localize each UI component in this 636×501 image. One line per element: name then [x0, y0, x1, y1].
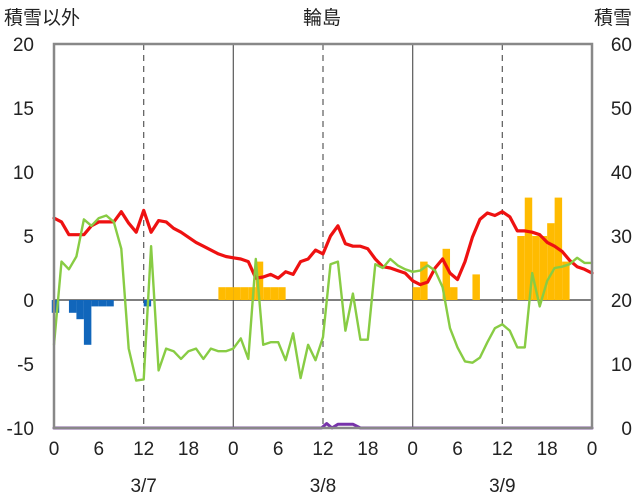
negative-bar [83, 300, 92, 345]
right-axis-label: 積雪 [594, 7, 632, 29]
left-tick-label: 15 [13, 99, 34, 120]
x-tick-label: 6 [452, 439, 463, 460]
x-tick-label: 0 [228, 439, 239, 460]
chart-title: 輪島 [303, 7, 341, 29]
right-tick-label: 10 [611, 355, 632, 376]
negative-bar [91, 300, 99, 307]
precip-bar [412, 287, 421, 300]
temperature-line [52, 208, 594, 287]
x-tick-label: 0 [49, 439, 60, 460]
precip-bar [255, 261, 264, 300]
negative-bar [51, 300, 60, 313]
negative-bar [98, 300, 107, 307]
precip-bar [225, 287, 234, 300]
right-tick-label: 50 [611, 99, 632, 120]
negative-bar [106, 300, 114, 307]
right-tick-label: 60 [611, 35, 632, 56]
x-tick-label: 12 [492, 439, 513, 460]
precip-bar [450, 287, 458, 300]
left-tick-label: 0 [23, 291, 34, 312]
negative-bar [68, 300, 77, 313]
date-label: 3/7 [130, 476, 156, 497]
precip-bar [442, 248, 451, 300]
precip-bar [524, 197, 533, 300]
precip-bar [240, 287, 249, 300]
precip-bar [532, 236, 540, 300]
plot-frame [52, 42, 594, 430]
right-tick-label: 30 [611, 227, 632, 248]
x-tick-label: 0 [407, 439, 418, 460]
precip-bar [562, 261, 570, 300]
left-tick-label: 20 [13, 35, 34, 56]
x-tick-label: 6 [94, 439, 105, 460]
precip-bar [420, 261, 428, 300]
precip-bar [539, 236, 548, 300]
left-tick-label: -10 [7, 419, 34, 440]
x-tick-label: 12 [312, 439, 333, 460]
precip-bar [233, 287, 241, 300]
left-tick-label: 5 [23, 227, 34, 248]
date-label: 3/9 [489, 476, 515, 497]
precip-bar [263, 287, 271, 300]
dew_line-line [52, 214, 594, 382]
left-tick-label: 10 [13, 163, 34, 184]
x-tick-label: 18 [537, 439, 558, 460]
x-tick-label: 12 [133, 439, 154, 460]
x-tick-label: 6 [273, 439, 284, 460]
bars [51, 197, 570, 345]
right-tick-label: 0 [621, 419, 632, 440]
negative-bar [76, 300, 84, 320]
date-label: 3/8 [310, 476, 336, 497]
left-axis-label: 積雪以外 [4, 7, 80, 29]
left-tick-label: -5 [17, 355, 34, 376]
x-tick-label: 0 [587, 439, 598, 460]
precip-bar [472, 274, 480, 300]
precip-bar [517, 236, 525, 300]
precip-bar [278, 287, 286, 300]
x-tick-label: 18 [357, 439, 378, 460]
right-tick-label: 40 [611, 163, 632, 184]
x-tick-label: 18 [178, 439, 199, 460]
right-tick-label: 20 [611, 291, 632, 312]
precip-bar [218, 287, 226, 300]
precip-bar [270, 287, 279, 300]
precip-bar [547, 223, 555, 300]
